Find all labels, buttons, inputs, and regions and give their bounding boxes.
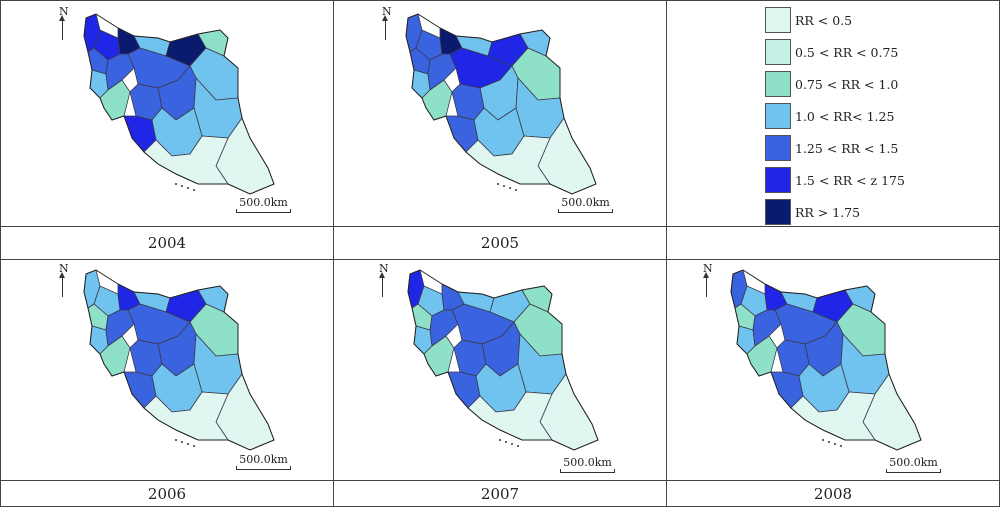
island-dot bbox=[497, 183, 499, 185]
scale-bar-2004: 500.0km bbox=[236, 196, 291, 213]
legend-item: RR < 0.5 bbox=[765, 6, 852, 34]
scale-label: 500.0km bbox=[239, 196, 288, 209]
island-dot bbox=[181, 185, 183, 187]
scale-label: 500.0km bbox=[889, 456, 938, 469]
north-label: N bbox=[703, 262, 713, 275]
island-dot bbox=[175, 439, 177, 441]
legend-swatch bbox=[765, 39, 791, 65]
legend-swatch bbox=[765, 167, 791, 193]
legend-item: 1.5 < RR < z 175 bbox=[765, 166, 905, 194]
iran-map bbox=[730, 269, 922, 451]
legend-label: 0.75 < RR < 1.0 bbox=[795, 76, 899, 92]
island-dot bbox=[834, 443, 836, 445]
scale-label: 500.0km bbox=[563, 456, 612, 469]
scale-bar-2006: 500.0km bbox=[236, 453, 291, 470]
island-dot bbox=[193, 445, 195, 447]
island-dot bbox=[515, 189, 517, 191]
caption-2004: 2004 bbox=[0, 226, 334, 260]
legend-swatch bbox=[765, 135, 791, 161]
north-label: N bbox=[379, 262, 389, 275]
country-outline bbox=[83, 269, 275, 451]
legend-label: 0.5 < RR < 0.75 bbox=[795, 44, 899, 60]
caption-2006: 2006 bbox=[0, 480, 334, 507]
island-dot bbox=[187, 187, 189, 189]
legend-swatch bbox=[765, 7, 791, 33]
country-outline bbox=[405, 13, 597, 195]
legend-label: RR > 1.75 bbox=[795, 204, 861, 220]
province-w2 bbox=[427, 53, 457, 91]
legend-swatch bbox=[765, 199, 791, 225]
province-w2 bbox=[429, 309, 459, 347]
island-dot bbox=[822, 439, 824, 441]
iran-map bbox=[83, 269, 275, 451]
island-dot bbox=[175, 183, 177, 185]
island-dot bbox=[499, 439, 501, 441]
legend-swatch bbox=[765, 71, 791, 97]
north-label: N bbox=[59, 5, 69, 18]
legend-item: 0.75 < RR < 1.0 bbox=[765, 70, 898, 98]
island-dot bbox=[503, 185, 505, 187]
scale-bar-2008: 500.0km bbox=[886, 456, 941, 473]
north-arrow-2007: N bbox=[379, 262, 389, 297]
legend-label: 1.5 < RR < z 175 bbox=[795, 172, 905, 188]
north-label: N bbox=[59, 262, 69, 275]
iran-map bbox=[405, 13, 597, 195]
province-w2 bbox=[752, 309, 782, 347]
island-dot bbox=[517, 445, 519, 447]
north-arrow-2004: N bbox=[59, 5, 69, 40]
scale-bar-2007: 500.0km bbox=[560, 456, 615, 473]
island-dot bbox=[511, 443, 513, 445]
legend-label: 1.0 < RR< 1.25 bbox=[795, 108, 895, 124]
island-dot bbox=[509, 187, 511, 189]
north-arrow-2005: N bbox=[382, 5, 392, 40]
province-w2 bbox=[105, 309, 135, 347]
north-arrow-2006: N bbox=[59, 262, 69, 297]
caption-2008: 2008 bbox=[666, 480, 1000, 507]
scale-label: 500.0km bbox=[239, 453, 288, 466]
country-outline bbox=[407, 269, 599, 451]
island-dot bbox=[187, 443, 189, 445]
island-dot bbox=[505, 441, 507, 443]
scale-bar-2005: 500.0km bbox=[558, 196, 613, 213]
legend-item: 1.25 < RR < 1.5 bbox=[765, 134, 898, 162]
province-w2 bbox=[105, 53, 135, 91]
north-label: N bbox=[382, 5, 392, 18]
legend-label: RR < 0.5 bbox=[795, 12, 853, 28]
legend-label: 1.25 < RR < 1.5 bbox=[795, 140, 899, 156]
island-dot bbox=[828, 441, 830, 443]
legend-swatch bbox=[765, 103, 791, 129]
island-dot bbox=[840, 445, 842, 447]
legend-item: 1.0 < RR< 1.25 bbox=[765, 102, 894, 130]
island-dot bbox=[181, 441, 183, 443]
iran-map bbox=[407, 269, 599, 451]
island-dot bbox=[193, 189, 195, 191]
north-arrow-2008: N bbox=[703, 262, 713, 297]
country-outline bbox=[83, 13, 275, 195]
iran-map bbox=[83, 13, 275, 195]
scale-label: 500.0km bbox=[561, 196, 610, 209]
legend-item: RR > 1.75 bbox=[765, 198, 860, 226]
legend-item: 0.5 < RR < 0.75 bbox=[765, 38, 898, 66]
country-outline bbox=[730, 269, 922, 451]
